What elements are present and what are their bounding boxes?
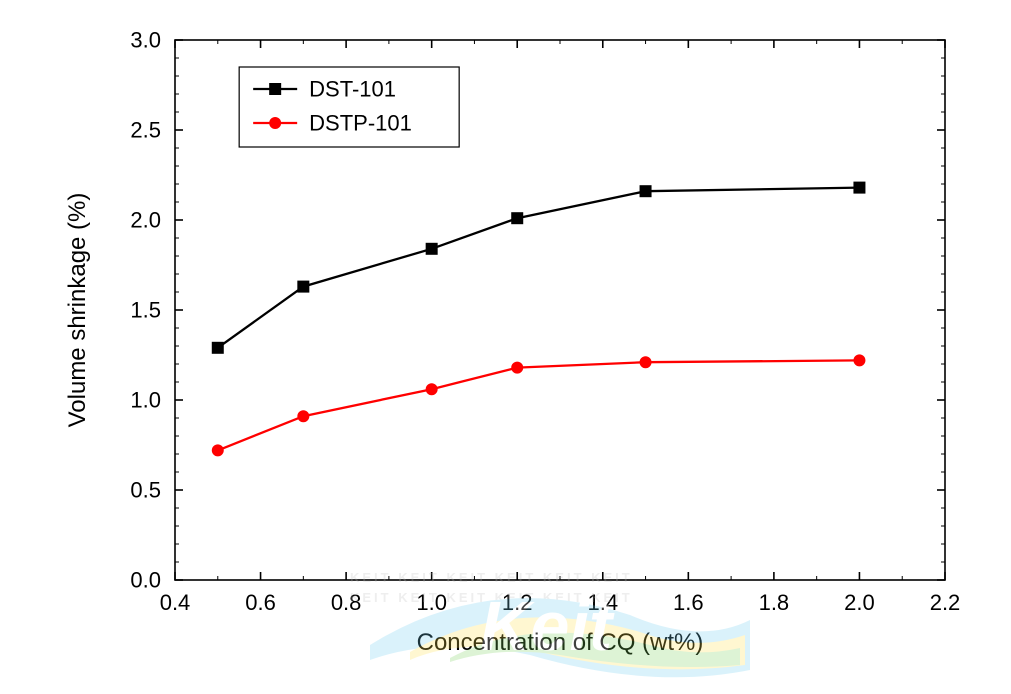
y-tick-label: 3.0 [130, 28, 161, 53]
chart-container: KEIT KEIT KEIT KEIT KEIT KEIT KEIT KEIT … [0, 0, 1011, 694]
x-tick-label: 0.4 [160, 590, 191, 615]
data-marker-circle [854, 355, 865, 366]
chart-svg: 0.4 0.6 0.8 1.0 1.2 1.4 1.6 1.8 2.0 2.2 0.0 0.5 1.0 1… [0, 0, 1011, 694]
y-tick-label: 1.0 [130, 388, 161, 413]
data-marker-circle [640, 357, 651, 368]
series-line [218, 188, 860, 348]
data-marker-circle [212, 445, 223, 456]
x-tick-label: 1.6 [673, 590, 704, 615]
y-tick-label: 0.5 [130, 478, 161, 503]
data-marker-square [854, 182, 865, 193]
legend: DST-101 DSTP-101 [239, 67, 459, 147]
data-marker-circle [426, 384, 437, 395]
y-axis-label: Volume shrinkage (%) [64, 193, 91, 428]
data-marker-circle [270, 118, 281, 129]
data-marker-circle [512, 362, 523, 373]
x-tick-label: 1.4 [587, 590, 618, 615]
data-marker-square [426, 243, 437, 254]
y-tick-label: 2.0 [130, 208, 161, 233]
legend-label: DSTP-101 [309, 111, 412, 136]
x-tick-label: 0.8 [331, 590, 362, 615]
x-tick-label: 0.6 [245, 590, 276, 615]
series-line [218, 360, 860, 450]
y-tick-label: 2.5 [130, 118, 161, 143]
series-DST-101 [212, 182, 865, 353]
y-tick-label: 1.5 [130, 298, 161, 323]
x-tick-label: 1.0 [416, 590, 447, 615]
data-marker-square [640, 186, 651, 197]
x-axis-label: Concentration of CQ (wt%) [417, 629, 704, 656]
data-marker-circle [298, 411, 309, 422]
x-tick-label: 2.0 [844, 590, 875, 615]
series-DSTP-101 [212, 355, 865, 456]
data-marker-square [298, 281, 309, 292]
x-tick-label: 1.8 [759, 590, 790, 615]
data-marker-square [270, 84, 281, 95]
x-tick-label: 2.2 [930, 590, 961, 615]
y-tick-label: 0.0 [130, 568, 161, 593]
x-tick-label: 1.2 [502, 590, 533, 615]
data-marker-square [212, 342, 223, 353]
data-marker-square [512, 213, 523, 224]
legend-label: DST-101 [309, 77, 396, 102]
